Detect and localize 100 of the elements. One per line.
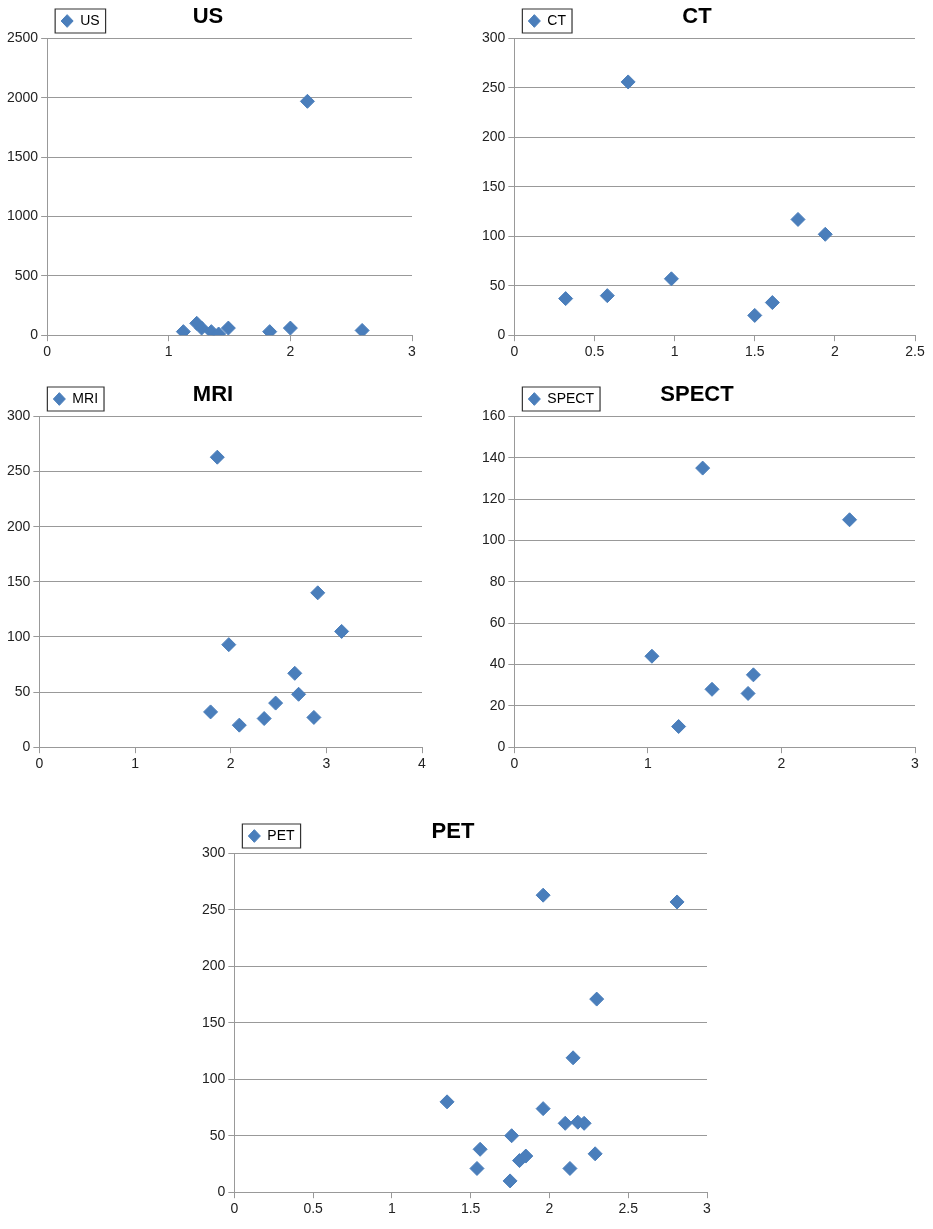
point — [262, 324, 278, 336]
point — [535, 1101, 551, 1117]
y-tick-label: 100 — [7, 627, 31, 644]
y-tick-label: 60 — [489, 614, 506, 631]
point — [310, 585, 326, 601]
y-tick-label: 160 — [482, 407, 506, 424]
point — [663, 271, 679, 287]
y-tick-label: 200 — [7, 517, 31, 534]
point — [469, 1160, 485, 1176]
y-tick-label: 250 — [482, 78, 506, 95]
x-tick-label: 3 — [408, 343, 417, 360]
x-tick-label: 2 — [226, 755, 235, 772]
point — [194, 320, 210, 336]
y-tick-label: 300 — [482, 29, 506, 46]
point — [299, 93, 315, 109]
x-tick-label: 2 — [545, 1200, 554, 1217]
point — [291, 686, 307, 702]
y-tick-label: 0 — [497, 738, 506, 755]
y-tick-label: 150 — [7, 572, 31, 589]
x-tick-label: 1 — [670, 343, 679, 360]
x-tick-label: 1.5 — [460, 1200, 481, 1217]
y-tick-label: 40 — [489, 655, 506, 672]
point — [439, 1094, 455, 1110]
x-tick-label: 0 — [43, 343, 52, 360]
point — [587, 1146, 603, 1162]
chart-title: MRI — [192, 381, 234, 407]
x-tick-label: 1 — [644, 755, 653, 772]
point — [306, 709, 322, 725]
point — [704, 681, 720, 697]
x-tick-label: 3 — [703, 1200, 712, 1217]
x-tick-label: 2.5 — [618, 1200, 639, 1217]
point — [221, 637, 237, 653]
point — [518, 1148, 534, 1164]
y-tick-label: 80 — [489, 572, 506, 589]
point — [502, 1173, 518, 1189]
x-tick-label: 0 — [230, 1200, 239, 1217]
point — [842, 512, 858, 528]
y-tick-label: 200 — [202, 957, 226, 974]
x-tick-label: 0 — [510, 343, 519, 360]
point — [669, 894, 685, 910]
y-tick-label: 300 — [202, 844, 226, 861]
x-tick-label: 0.5 — [303, 1200, 324, 1217]
x-tick-label: 2 — [286, 343, 295, 360]
chart-title: US — [192, 3, 224, 29]
point — [644, 648, 660, 664]
point — [695, 460, 711, 476]
x-tick-label: 3 — [322, 755, 331, 772]
y-tick-label: 1500 — [6, 147, 39, 164]
chart-title: SPECT — [660, 381, 735, 407]
y-tick-label: 140 — [482, 448, 506, 465]
x-tick-label: 2.5 — [905, 343, 925, 360]
point — [620, 74, 636, 90]
point — [287, 665, 303, 681]
y-tick-label: 150 — [202, 1013, 226, 1030]
point — [671, 719, 687, 735]
legend-label: CT — [547, 11, 567, 28]
point — [220, 320, 236, 336]
y-tick-label: 20 — [489, 696, 506, 713]
y-tick-label: 2000 — [6, 88, 39, 105]
y-tick-label: 50 — [209, 1126, 226, 1143]
y-tick-label: 50 — [489, 276, 506, 293]
point — [817, 226, 833, 242]
x-tick-label: 1 — [131, 755, 140, 772]
point — [747, 307, 763, 323]
y-tick-label: 500 — [14, 266, 39, 283]
y-tick-label: 50 — [14, 682, 31, 699]
point — [565, 1050, 581, 1066]
point — [175, 324, 191, 336]
chart-title: PET — [431, 818, 475, 844]
point — [557, 1115, 573, 1131]
y-tick-label: 0 — [30, 326, 39, 343]
y-tick-label: 250 — [202, 900, 226, 917]
x-tick-label: 4 — [418, 755, 427, 772]
point — [282, 320, 298, 336]
point — [231, 717, 247, 733]
point — [256, 711, 272, 727]
point — [562, 1160, 578, 1176]
chart-title: CT — [682, 3, 713, 29]
y-tick-label: 150 — [482, 177, 506, 194]
x-tick-label: 1 — [164, 343, 173, 360]
y-tick-label: 2500 — [6, 29, 39, 46]
point — [209, 449, 225, 465]
legend-label: PET — [267, 826, 296, 843]
point — [740, 685, 756, 701]
point — [334, 623, 350, 639]
point — [558, 291, 574, 307]
point — [745, 667, 761, 683]
x-tick-label: 0 — [510, 755, 519, 772]
point — [764, 295, 780, 311]
point — [354, 322, 370, 336]
x-tick-label: 2 — [777, 755, 786, 772]
y-tick-label: 1000 — [6, 207, 39, 224]
y-tick-label: 250 — [7, 462, 31, 479]
y-tick-label: 100 — [482, 227, 506, 244]
point — [472, 1141, 488, 1157]
x-tick-label: 1 — [388, 1200, 397, 1217]
x-tick-label: 3 — [911, 755, 920, 772]
y-tick-label: 0 — [22, 738, 31, 755]
point — [589, 991, 605, 1007]
y-tick-label: 100 — [202, 1070, 226, 1087]
